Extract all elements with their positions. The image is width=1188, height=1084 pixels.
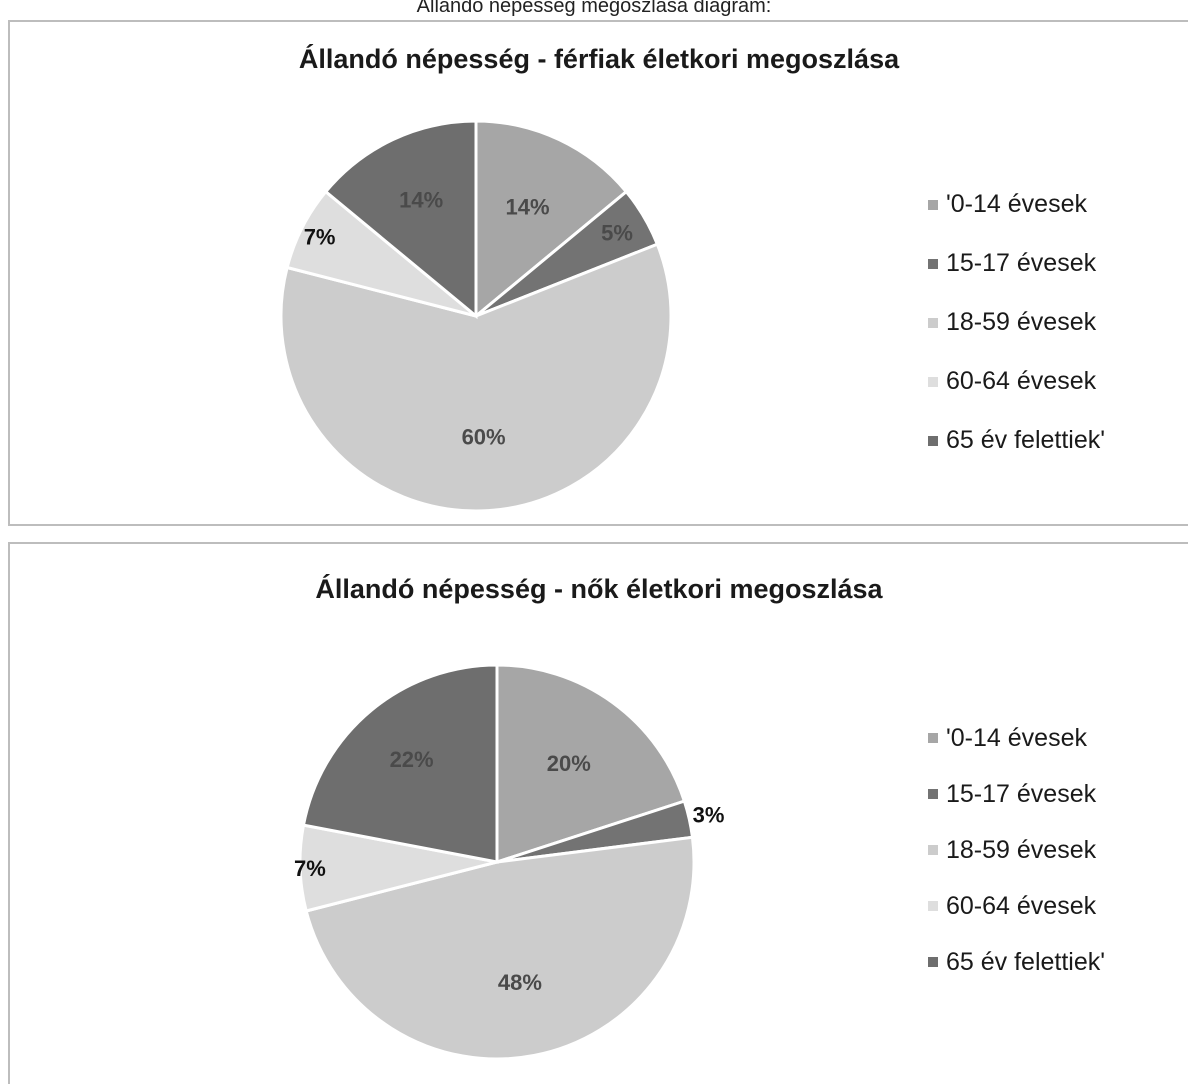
legend-item: 15-17 évesek xyxy=(928,234,1105,293)
legend-label: 18-59 évesek xyxy=(946,308,1097,336)
legend-label: 15-17 évesek xyxy=(946,779,1097,808)
legend-swatch xyxy=(928,258,938,269)
data-label: 20% xyxy=(547,751,591,776)
legend-swatch xyxy=(928,957,938,967)
legend-item: '0-14 évesek xyxy=(928,710,1105,766)
chart-title: Állandó népesség - férfiak életkori mego… xyxy=(298,44,900,74)
data-label: 60% xyxy=(462,425,506,450)
legend-swatch xyxy=(928,199,938,210)
legend-label: '0-14 évesek xyxy=(946,723,1087,752)
legend-label: '0-14 évesek xyxy=(946,190,1087,218)
legend-item: 18-59 évesek xyxy=(928,822,1105,878)
data-label: 48% xyxy=(498,970,542,995)
data-label: 7% xyxy=(294,856,326,881)
legend-label: 65 év felettiek' xyxy=(946,947,1106,976)
legend-swatch xyxy=(928,733,938,743)
legend-item: 60-64 évesek xyxy=(928,352,1105,411)
legend-swatch xyxy=(928,901,938,911)
chart-panel-men: Állandó népesség - férfiak életkori mego… xyxy=(8,20,1188,526)
legend-item: '0-14 évesek xyxy=(928,175,1105,234)
legend: '0-14 évesek 15-17 évesek 18-59 évesek 60-6… xyxy=(928,175,1105,470)
legend-label: 15-17 évesek xyxy=(946,249,1097,277)
legend-swatch xyxy=(928,845,938,855)
data-label: 22% xyxy=(390,747,434,772)
legend-item: 15-17 évesek xyxy=(928,766,1105,822)
data-label: 7% xyxy=(304,224,336,249)
pie-chart-women: 20% 3% 48% 7% 22% xyxy=(294,663,725,1061)
slice-0-14 xyxy=(474,119,629,320)
data-label: 3% xyxy=(693,803,725,828)
data-label: 5% xyxy=(601,221,633,246)
page-caption: Állandó népesség megoszlása diagram: xyxy=(416,0,772,16)
chart-panel-women: Állandó népesség - nők életkori megoszlá… xyxy=(8,542,1188,1084)
pie-chart-men: 14% 5% 60% 7% 14% xyxy=(279,119,673,513)
legend-label: 18-59 évesek xyxy=(946,835,1097,864)
legend-swatch xyxy=(928,317,938,328)
slice-65-plus xyxy=(301,663,499,864)
legend-label: 65 év felettiek' xyxy=(946,426,1106,454)
slice-65-plus xyxy=(323,119,478,320)
legend: '0-14 évesek 15-17 évesek 18-59 évesek 60-6… xyxy=(928,710,1105,990)
legend-label: 60-64 évesek xyxy=(946,891,1097,920)
slice-0-14 xyxy=(495,663,687,865)
legend-swatch xyxy=(928,789,938,799)
legend-swatch xyxy=(928,435,938,446)
legend-label: 60-64 évesek xyxy=(946,367,1097,395)
slice-18-59 xyxy=(304,835,696,1061)
chart-title: Állandó népesség - nők életkori megoszlá… xyxy=(315,574,883,604)
legend-item: 18-59 évesek xyxy=(928,293,1105,352)
data-label: 14% xyxy=(505,195,549,220)
legend-swatch xyxy=(928,376,938,387)
slice-18-59 xyxy=(279,242,673,513)
data-label: 14% xyxy=(399,188,443,213)
legend-item: 65 év felettiek' xyxy=(928,411,1105,470)
legend-item: 60-64 évesek xyxy=(928,878,1105,934)
legend-item: 65 év felettiek' xyxy=(928,934,1105,990)
